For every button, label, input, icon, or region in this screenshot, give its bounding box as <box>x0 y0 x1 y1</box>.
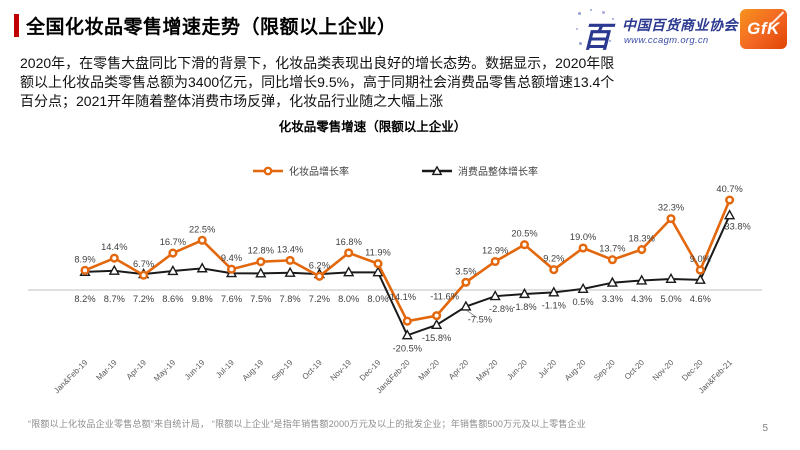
svg-text:May-19: May-19 <box>152 358 178 384</box>
page-title: 全国化妆品零售增速走势（限额以上企业） <box>26 17 397 38</box>
gfk-logo-text: GfK <box>747 19 780 38</box>
svg-text:40.7%: 40.7% <box>716 185 742 194</box>
legend-label: 化妆品增长率 <box>289 167 349 178</box>
svg-text:20.5%: 20.5% <box>511 229 537 239</box>
svg-text:-11.6%: -11.6% <box>430 292 459 302</box>
svg-text:Apr-19: Apr-19 <box>125 358 149 382</box>
svg-text:-1.1%: -1.1% <box>542 300 566 310</box>
svg-text:33.8%: 33.8% <box>724 221 750 231</box>
svg-text:8.7%: 8.7% <box>104 294 125 304</box>
svg-text:7.2%: 7.2% <box>133 294 154 304</box>
intro-line: 额以上化妆品类零售总额为3400亿元，同比增长9.5%，高于同期社会消费品零售总… <box>20 74 615 90</box>
svg-text:11.9%: 11.9% <box>365 248 391 258</box>
svg-text:Nov-20: Nov-20 <box>651 358 676 383</box>
svg-text:Jul-19: Jul-19 <box>214 358 236 380</box>
legend-item-cosmetics: 化妆品增长率 <box>252 163 349 178</box>
svg-text:May-20: May-20 <box>474 358 500 384</box>
svg-text:13.4%: 13.4% <box>277 244 303 254</box>
association-name: 中国百货商业协会 <box>622 18 738 34</box>
svg-text:Sep-20: Sep-20 <box>592 358 617 383</box>
svg-text:7.2%: 7.2% <box>309 294 330 304</box>
association-logo-glyph: 百 <box>582 20 612 54</box>
legend-label: 消费品整体增长率 <box>458 167 538 178</box>
svg-text:3.3%: 3.3% <box>602 294 623 304</box>
gfk-logo: GfK <box>740 9 787 49</box>
logo-decorative-dot <box>612 18 614 20</box>
svg-text:-1.8%: -1.8% <box>512 302 536 312</box>
svg-text:12.8%: 12.8% <box>248 246 274 256</box>
legend-line-circle-icon <box>253 166 283 175</box>
header: 全国化妆品零售增速走势（限额以上企业） <box>14 12 397 39</box>
intro-paragraph: 2020年，在零售大盘同比下滑的背景下，化妆品类表现出良好的增长态势。数据显示，… <box>20 54 640 111</box>
svg-text:7.5%: 7.5% <box>250 294 271 304</box>
intro-line: 2020年，在零售大盘同比下滑的背景下，化妆品类表现出良好的增长态势。数据显示，… <box>20 55 615 71</box>
association-url: www.ccagm.org.cn <box>624 35 709 46</box>
svg-text:Jan&Feb-19: Jan&Feb-19 <box>52 358 90 396</box>
svg-text:18.3%: 18.3% <box>629 234 655 244</box>
svg-text:7.8%: 7.8% <box>279 294 300 304</box>
svg-text:-7.5%: -7.5% <box>468 315 492 325</box>
logo-decorative-dot <box>576 28 578 30</box>
page-number: 5 <box>762 423 768 434</box>
svg-text:Jul-20: Jul-20 <box>536 358 558 380</box>
logo-decorative-dot <box>609 40 611 42</box>
svg-text:4.3%: 4.3% <box>631 294 652 304</box>
svg-text:Dec-19: Dec-19 <box>358 358 383 383</box>
svg-text:Jun-20: Jun-20 <box>505 358 529 382</box>
chart-legend: 化妆品增长率 消费品整体增长率 <box>0 163 790 178</box>
svg-text:16.8%: 16.8% <box>336 237 362 247</box>
svg-text:Dec-20: Dec-20 <box>680 358 705 383</box>
svg-text:12.9%: 12.9% <box>482 245 508 255</box>
svg-text:8.9%: 8.9% <box>74 254 95 264</box>
svg-text:8.2%: 8.2% <box>74 294 95 304</box>
svg-text:16.7%: 16.7% <box>160 237 186 247</box>
svg-text:14.4%: 14.4% <box>101 242 127 252</box>
svg-text:19.0%: 19.0% <box>570 232 596 242</box>
svg-text:-2.8%: -2.8% <box>489 304 513 314</box>
svg-text:Mar-19: Mar-19 <box>94 358 119 383</box>
svg-text:Apr-20: Apr-20 <box>447 358 471 382</box>
svg-text:0.5%: 0.5% <box>572 297 593 307</box>
svg-text:-20.5%: -20.5% <box>393 343 422 353</box>
svg-text:8.0%: 8.0% <box>338 294 359 304</box>
svg-text:7.6%: 7.6% <box>221 294 242 304</box>
svg-text:8.0%: 8.0% <box>367 294 388 304</box>
chart-title: 化妆品零售增速（限额以上企业） <box>278 120 467 134</box>
svg-text:32.3%: 32.3% <box>658 203 684 213</box>
legend-line-triangle-icon <box>422 165 452 175</box>
logo-decorative-dot <box>578 12 581 15</box>
association-logo: 百 中国百货商业协会 www.ccagm.org.cn <box>576 9 738 56</box>
svg-text:6.2%: 6.2% <box>309 260 330 270</box>
logo-decorative-dot <box>579 42 582 45</box>
logo-decorative-dot <box>590 9 592 11</box>
svg-text:Sep-19: Sep-19 <box>270 358 295 383</box>
footnote: “限额以上化妆品企业零售总额”来自统计局， “限额以上企业”是指年销售额2000… <box>28 419 586 429</box>
svg-text:-15.8%: -15.8% <box>422 333 451 343</box>
intro-line: 百分点；2021开年随着整体消费市场反弹，化妆品行业随之大幅上涨 <box>20 93 444 109</box>
svg-text:6.7%: 6.7% <box>133 259 154 269</box>
svg-text:Aug-19: Aug-19 <box>241 358 266 383</box>
svg-text:22.5%: 22.5% <box>189 224 215 234</box>
svg-text:Aug-20: Aug-20 <box>563 358 588 383</box>
logo-decorative-dot <box>602 11 605 14</box>
svg-text:9.8%: 9.8% <box>192 294 213 304</box>
svg-text:4.6%: 4.6% <box>690 294 711 304</box>
title-accent-bar <box>14 14 19 37</box>
svg-text:8.6%: 8.6% <box>162 294 183 304</box>
svg-text:-14.1%: -14.1% <box>387 292 416 302</box>
svg-text:9.0%: 9.0% <box>690 254 711 264</box>
svg-text:Mar-20: Mar-20 <box>417 358 442 383</box>
growth-chart: 8.9% 14.4% 6.7% 16.7%22.5% 9.4% 12.8% 13.4% 6.2… <box>28 185 762 396</box>
svg-text:Oct-19: Oct-19 <box>300 358 324 382</box>
svg-text:Jun-19: Jun-19 <box>183 358 207 382</box>
legend-item-consumer-goods: 消费品整体增长率 <box>421 163 538 178</box>
svg-text:Nov-19: Nov-19 <box>329 358 354 383</box>
svg-text:3.5%: 3.5% <box>455 266 476 276</box>
svg-text:Oct-20: Oct-20 <box>623 358 647 382</box>
svg-text:9.2%: 9.2% <box>543 254 564 264</box>
svg-text:5.0%: 5.0% <box>660 294 681 304</box>
svg-text:13.7%: 13.7% <box>599 244 625 254</box>
svg-text:9.4%: 9.4% <box>221 253 242 263</box>
